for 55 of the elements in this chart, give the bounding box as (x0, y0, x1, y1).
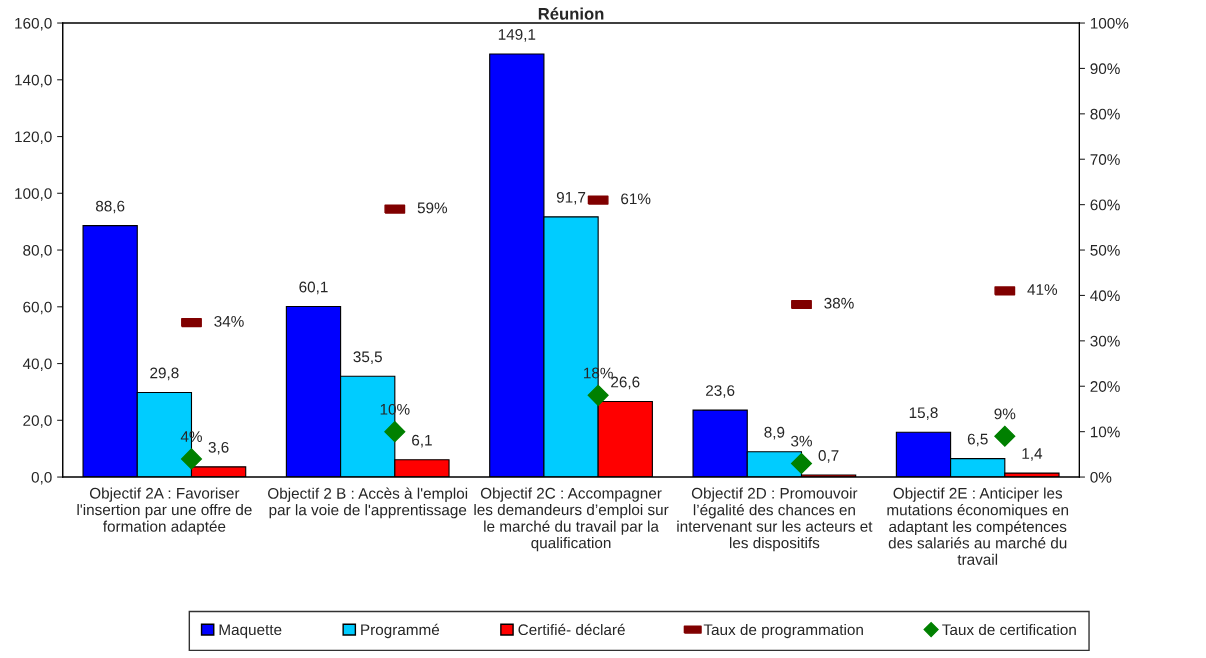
data-label: 91,7 (556, 191, 586, 205)
data-label: 38% (824, 297, 854, 309)
data-label: 15,8 (909, 407, 938, 420)
legend-label: Programmé (361, 623, 440, 639)
y-tick-label: 140,0 (15, 74, 52, 88)
x-tick-label: Objectif 2E : Anticiper les mutations économiques en adaptant les compétences des salariés au marché du travail (887, 487, 1069, 565)
y-tick-label: 100,0 (15, 188, 52, 201)
y-tick-label: 160,0 (15, 17, 52, 31)
x-tick-label: Objectif 2 B : Accès à l'emploi par la voie de l'apprentissage (268, 487, 468, 519)
data-label: 23,6 (706, 385, 735, 398)
data-label: 26,6 (611, 376, 640, 390)
y-tick-label: 0,0 (31, 471, 52, 485)
legend-label: Taux de certification (942, 623, 1076, 636)
legend-label: Maquette (219, 624, 282, 639)
data-label: 35,5 (353, 351, 382, 364)
data-label: 3% (791, 435, 812, 447)
y2-tick-label: 100% (1090, 17, 1129, 29)
y2-tick-label: 20% (1090, 381, 1120, 392)
y2-tick-label: 0% (1090, 471, 1112, 483)
data-label: 0,7 (818, 450, 839, 463)
y2-tick-label: 40% (1090, 290, 1120, 302)
data-label: 3,6 (208, 441, 229, 455)
y-tick-label: 120,0 (15, 131, 52, 145)
chart-title: Réunion (538, 7, 604, 20)
legend-label: Taux de programmation (703, 623, 863, 639)
data-label: 149,1 (498, 29, 536, 42)
y2-tick-label: 50% (1090, 244, 1120, 256)
data-label: 8,9 (764, 426, 785, 440)
data-label: 18% (584, 367, 613, 379)
data-label: 4% (180, 431, 202, 442)
y2-tick-label: 30% (1090, 335, 1120, 347)
data-label: 6,5 (967, 433, 988, 447)
x-tick-label: Objectif 2A : Favoriser l'insertion par une offre de formation adaptée (77, 487, 252, 535)
y-tick-label: 20,0 (23, 415, 52, 428)
x-tick-label: Objectif 2C : Accompagner les demandeurs d’emploi sur le marché du travail par la qualification (474, 487, 669, 552)
data-label: 60,1 (299, 281, 328, 295)
legend-label: Certifié- déclaré (518, 623, 625, 636)
y2-tick-label: 60% (1090, 199, 1120, 211)
y2-tick-label: 70% (1090, 154, 1120, 165)
data-label: 34% (214, 315, 244, 327)
data-label: 41% (1027, 284, 1058, 295)
data-label: 9% (994, 408, 1016, 420)
data-label: 29,8 (150, 367, 179, 381)
data-label: 59% (417, 202, 448, 214)
y2-tick-label: 90% (1090, 63, 1120, 75)
y-tick-label: 60,0 (23, 301, 52, 315)
data-label: 1,4 (1022, 448, 1043, 461)
y2-tick-label: 10% (1090, 426, 1120, 438)
data-label: 6,1 (412, 434, 432, 448)
data-label: 61% (621, 193, 651, 205)
y-tick-label: 80,0 (23, 244, 52, 258)
x-tick-label: Objectif 2D : Promouvoir l’égalité des chances en intervenant sur les acteurs et les dispositifs (677, 487, 873, 552)
y-tick-label: 40,0 (22, 358, 52, 372)
y2-tick-label: 80% (1090, 108, 1120, 120)
data-label: 88,6 (95, 200, 125, 214)
